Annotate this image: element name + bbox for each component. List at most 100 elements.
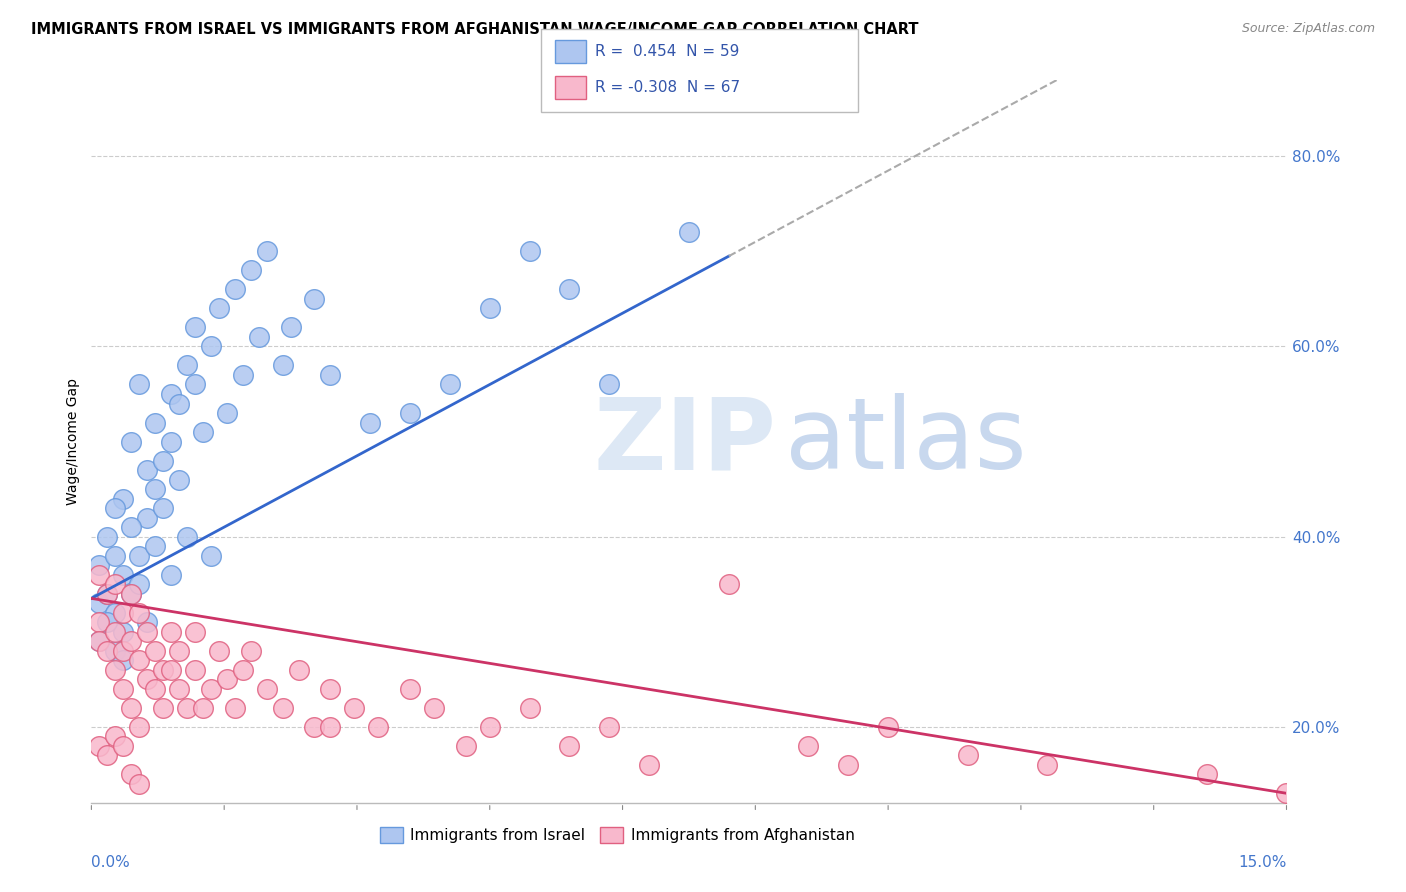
Point bbox=[143, 539, 166, 553]
Point bbox=[96, 615, 118, 630]
Point bbox=[271, 359, 294, 373]
Point bbox=[120, 587, 142, 601]
Point bbox=[120, 700, 142, 714]
Point bbox=[136, 624, 159, 639]
Point bbox=[120, 587, 142, 601]
Point bbox=[104, 577, 127, 591]
Point bbox=[167, 396, 190, 410]
Point bbox=[160, 434, 183, 449]
Point bbox=[136, 510, 159, 524]
Point bbox=[104, 643, 127, 657]
Point bbox=[558, 282, 581, 296]
Point bbox=[956, 748, 979, 763]
Point bbox=[89, 567, 111, 582]
Point bbox=[256, 244, 278, 259]
Point bbox=[359, 416, 381, 430]
Point bbox=[143, 482, 166, 496]
Point bbox=[112, 739, 135, 753]
Point bbox=[89, 634, 111, 648]
Point bbox=[167, 681, 190, 696]
Point bbox=[343, 700, 366, 714]
Point bbox=[247, 330, 270, 344]
Point bbox=[104, 501, 127, 516]
Point bbox=[89, 615, 111, 630]
Point bbox=[184, 663, 207, 677]
Legend: Immigrants from Israel, Immigrants from Afghanistan: Immigrants from Israel, Immigrants from … bbox=[374, 822, 860, 849]
Point bbox=[191, 425, 214, 439]
Point bbox=[176, 700, 198, 714]
Point bbox=[120, 634, 142, 648]
Point bbox=[256, 681, 278, 696]
Point bbox=[304, 720, 326, 734]
Point bbox=[128, 577, 150, 591]
Point bbox=[208, 643, 231, 657]
Point bbox=[167, 643, 190, 657]
Point bbox=[1195, 767, 1218, 781]
Point bbox=[136, 615, 159, 630]
Point bbox=[128, 653, 150, 667]
Text: atlas: atlas bbox=[785, 393, 1026, 490]
Point bbox=[399, 406, 422, 420]
Point bbox=[128, 606, 150, 620]
Point bbox=[558, 739, 581, 753]
Point bbox=[96, 748, 118, 763]
Point bbox=[128, 377, 150, 392]
Text: IMMIGRANTS FROM ISRAEL VS IMMIGRANTS FROM AFGHANISTAN WAGE/INCOME GAP CORRELATIO: IMMIGRANTS FROM ISRAEL VS IMMIGRANTS FRO… bbox=[31, 22, 918, 37]
Point bbox=[167, 473, 190, 487]
Point bbox=[638, 757, 661, 772]
Point bbox=[96, 643, 118, 657]
Point bbox=[160, 624, 183, 639]
Point bbox=[112, 491, 135, 506]
Point bbox=[454, 739, 477, 753]
Point bbox=[232, 663, 254, 677]
Point bbox=[89, 596, 111, 610]
Point bbox=[399, 681, 422, 696]
Point bbox=[152, 453, 174, 467]
Point bbox=[184, 377, 207, 392]
Point bbox=[208, 301, 231, 316]
Point bbox=[319, 368, 342, 382]
Point bbox=[104, 663, 127, 677]
Point bbox=[1036, 757, 1059, 772]
Point bbox=[319, 681, 342, 696]
Point bbox=[104, 549, 127, 563]
Point bbox=[319, 720, 342, 734]
Point bbox=[143, 416, 166, 430]
Point bbox=[160, 663, 183, 677]
Point bbox=[519, 244, 541, 259]
Point bbox=[152, 663, 174, 677]
Text: 15.0%: 15.0% bbox=[1239, 855, 1286, 870]
Point bbox=[160, 567, 183, 582]
Point bbox=[239, 263, 262, 277]
Point bbox=[136, 672, 159, 686]
Point bbox=[200, 339, 222, 353]
Point bbox=[304, 292, 326, 306]
Point bbox=[160, 387, 183, 401]
Point bbox=[232, 368, 254, 382]
Point bbox=[271, 700, 294, 714]
Point bbox=[519, 700, 541, 714]
Point bbox=[143, 681, 166, 696]
Point bbox=[128, 549, 150, 563]
Point bbox=[104, 729, 127, 743]
Point bbox=[112, 606, 135, 620]
Point bbox=[367, 720, 389, 734]
Point bbox=[478, 301, 501, 316]
Point bbox=[112, 653, 135, 667]
Point bbox=[200, 549, 222, 563]
Point bbox=[423, 700, 446, 714]
Point bbox=[152, 700, 174, 714]
Text: R =  0.454  N = 59: R = 0.454 N = 59 bbox=[595, 45, 740, 59]
Point bbox=[184, 624, 207, 639]
Text: R = -0.308  N = 67: R = -0.308 N = 67 bbox=[595, 80, 740, 95]
Point bbox=[224, 282, 246, 296]
Point bbox=[598, 377, 620, 392]
Point bbox=[96, 530, 118, 544]
Point bbox=[1275, 786, 1298, 800]
Point bbox=[152, 501, 174, 516]
Point bbox=[128, 720, 150, 734]
Point bbox=[598, 720, 620, 734]
Point bbox=[112, 681, 135, 696]
Point bbox=[89, 739, 111, 753]
Point bbox=[280, 320, 302, 334]
